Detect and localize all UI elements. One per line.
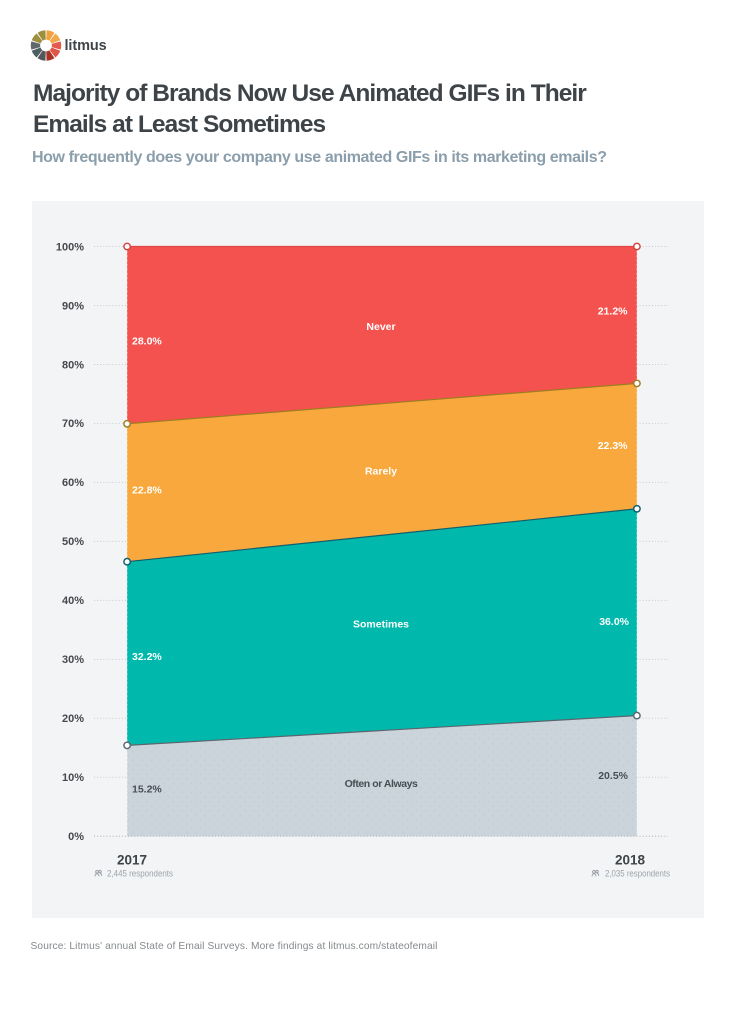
svg-text:2018: 2018 [615,853,646,868]
svg-text:Sometimes: Sometimes [353,619,409,631]
svg-text:10%: 10% [62,772,84,784]
svg-text:Rarely: Rarely [365,466,397,478]
svg-text:22.8%: 22.8% [132,485,162,497]
svg-text:70%: 70% [62,418,84,430]
svg-text:20.5%: 20.5% [598,770,628,782]
svg-text:2,445 respondents: 2,445 respondents [107,869,173,880]
svg-text:20%: 20% [62,713,84,725]
svg-text:60%: 60% [62,477,84,489]
svg-text:Often or Always: Often or Always [345,778,418,790]
svg-text:32.2%: 32.2% [132,651,162,663]
svg-text:2,035 respondents: 2,035 respondents [605,869,670,880]
svg-text:15.2%: 15.2% [132,784,162,796]
svg-text:0%: 0% [68,831,84,843]
svg-text:40%: 40% [62,595,84,607]
svg-text:28.0%: 28.0% [132,336,162,348]
svg-text:100%: 100% [56,241,84,253]
svg-text:22.3%: 22.3% [598,440,628,452]
svg-text:21.2%: 21.2% [598,306,628,318]
svg-text:2017: 2017 [117,853,147,868]
svg-text:80%: 80% [62,359,84,371]
svg-text:50%: 50% [62,536,84,548]
svg-text:36.0%: 36.0% [599,616,629,628]
svg-text:90%: 90% [62,300,84,312]
svg-text:30%: 30% [62,654,84,666]
svg-text:Never: Never [366,321,395,333]
